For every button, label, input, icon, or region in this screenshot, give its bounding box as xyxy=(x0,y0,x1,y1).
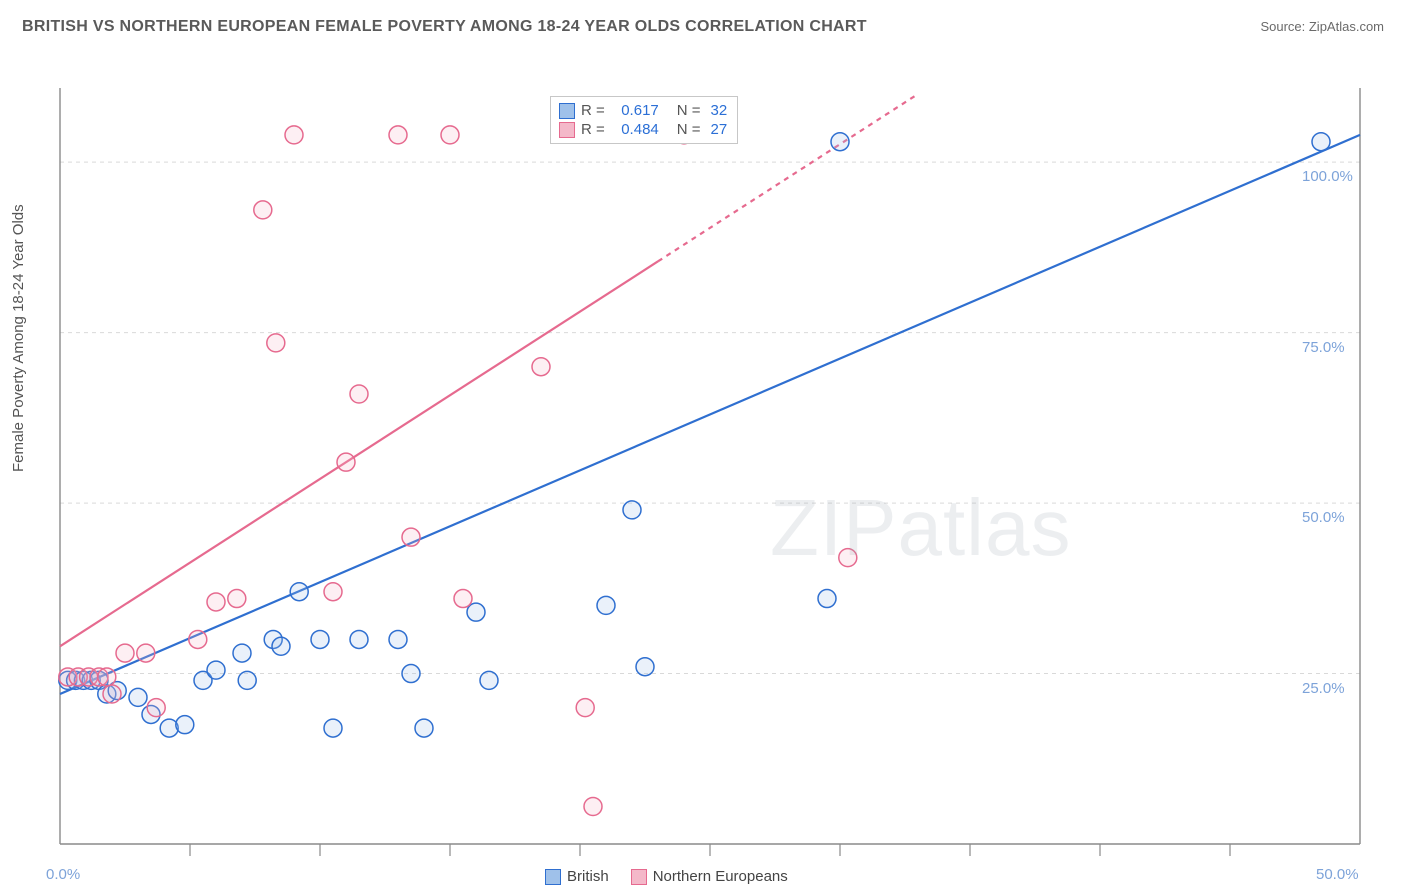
chart-title: BRITISH VS NORTHERN EUROPEAN FEMALE POVE… xyxy=(22,18,867,36)
legend-item-northern: Northern Europeans xyxy=(631,868,788,885)
swatch-british-icon xyxy=(545,869,561,885)
stats-row-northern: R = 0.484 N = 27 xyxy=(559,120,727,139)
chart-header: BRITISH VS NORTHERN EUROPEAN FEMALE POVE… xyxy=(0,0,1406,42)
x-tick-label-start: 0.0% xyxy=(46,866,80,883)
y-tick-label: 50.0% xyxy=(1302,509,1345,526)
stats-row-british: R = 0.617 N = 32 xyxy=(559,101,727,120)
swatch-northern xyxy=(559,122,575,138)
series-legend: British Northern Europeans xyxy=(545,868,788,885)
stats-legend: R = 0.617 N = 32 R = 0.484 N = 27 xyxy=(550,96,738,144)
y-axis-label: Female Poverty Among 18-24 Year Olds xyxy=(10,204,27,472)
y-tick-label: 100.0% xyxy=(1302,168,1353,185)
scatter-chart xyxy=(0,42,1406,888)
y-tick-label: 75.0% xyxy=(1302,339,1345,356)
swatch-northern-icon xyxy=(631,869,647,885)
chart-source: Source: ZipAtlas.com xyxy=(1260,19,1384,34)
x-tick-label-end: 50.0% xyxy=(1316,866,1359,883)
chart-area: Female Poverty Among 18-24 Year Olds ZIP… xyxy=(0,42,1406,888)
y-tick-label: 25.0% xyxy=(1302,680,1345,697)
legend-item-british: British xyxy=(545,868,609,885)
swatch-british xyxy=(559,103,575,119)
